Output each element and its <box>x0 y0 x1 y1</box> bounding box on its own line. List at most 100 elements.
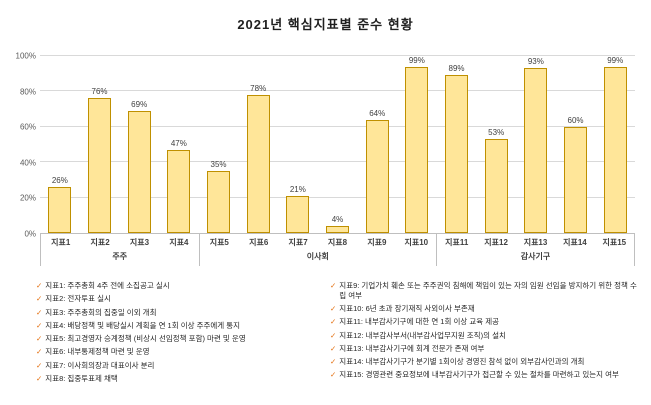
bar-value-label: 53% <box>488 128 505 138</box>
bar-value-label: 35% <box>210 160 227 170</box>
y-axis-label: 20% <box>19 193 36 203</box>
category-label: 지표3 <box>129 238 150 247</box>
category-label: 지표12 <box>484 238 508 247</box>
note-item: ✓ 지표11: 내부감사기구에 대한 연 1회 이상 교육 제공 <box>330 317 640 327</box>
note-item: ✓ 지표10: 6년 초과 장기재직 사외이사 부존재 <box>330 304 640 314</box>
note-item: ✓ 지표1: 주주총회 4주 전에 소집공고 실시 <box>36 281 320 291</box>
note-item: ✓ 지표7: 이사회의장과 대표이사 분리 <box>36 361 320 371</box>
y-axis-label: 100% <box>15 51 36 61</box>
note-text: 지표8: 집중투표제 채택 <box>45 373 118 383</box>
note-item: ✓ 지표9: 기업가치 훼손 또는 주주권익 침해에 책임이 있는 자의 임원 선… <box>330 281 640 301</box>
bar-group: 35% 78% 21% 4% 64% 99% <box>199 56 437 233</box>
bar <box>127 110 151 233</box>
bar-value-label: 89% <box>448 64 465 74</box>
bar-cell: 99% <box>595 56 635 233</box>
note-text: 지표7: 이사회의장과 대표이사 분리 <box>45 360 155 370</box>
bar-cell: 21% <box>278 56 318 233</box>
note-text: 지표5: 최고경영자 승계정책 (비상시 선임정책 포함) 마련 및 운영 <box>45 334 246 343</box>
category-label: 지표7 <box>288 238 308 247</box>
footnotes: ✓ 지표1: 주주총회 4주 전에 소집공고 실시 ✓ 지표2: 전자투표 실시 ✓ 지표… <box>36 281 640 384</box>
check-icon: ✓ <box>36 347 43 357</box>
bar <box>445 75 468 233</box>
bar <box>603 67 627 233</box>
bar <box>48 186 72 233</box>
group-label: 이사회 <box>306 252 329 261</box>
note-text: 지표11: 내부감사기구에 대한 연 1회 이상 교육 제공 <box>339 317 500 327</box>
bar-cell: 99% <box>397 56 437 233</box>
note-text: 지표13: 내부감사기구에 회계 전문가 존재 여부 <box>339 343 485 353</box>
note-item: ✓ 지표4: 배당정책 및 배당실시 계획을 연 1회 이상 주주에게 통지 <box>36 321 320 331</box>
check-icon: ✓ <box>36 360 43 370</box>
bar-cell: 26% <box>40 56 80 233</box>
check-icon: ✓ <box>330 304 337 313</box>
note-item: ✓ 지표14: 내부감사기구가 분기별 1회이상 경영진 참석 없이 외부감사인과… <box>330 357 640 367</box>
check-icon: ✓ <box>330 370 337 380</box>
note-item: ✓ 지표6: 내부통제정책 마련 및 운영 <box>36 347 320 357</box>
gridline <box>40 161 635 163</box>
note-text: 지표1: 주주총회 4주 전에 소집공고 실시 <box>45 281 170 290</box>
bar-cell: 89% <box>437 56 477 233</box>
check-icon: ✓ <box>36 373 43 383</box>
bar-value-label: 60% <box>567 115 584 125</box>
bar-cell: 60% <box>556 56 596 233</box>
gridline <box>40 90 635 92</box>
bar <box>88 98 111 233</box>
note-item: ✓ 지표5: 최고경영자 승계정책 (비상시 선임정책 포함) 마련 및 운영 <box>36 334 320 344</box>
note-item: ✓ 지표13: 내부감사기구에 회계 전문가 존재 여부 <box>330 344 640 354</box>
note-text: 지표10: 6년 초과 장기재직 사외이사 부존재 <box>339 304 475 313</box>
note-text: 지표15: 경영관련 중요정보에 내부감사기구가 접근할 수 있는 절차를 마련… <box>339 370 619 380</box>
bar <box>167 149 191 233</box>
y-axis: 0% 20% 40% 60% 80% 100% <box>4 52 36 239</box>
bar-group: 89% 53% 93% 60% 99% <box>437 56 635 233</box>
bar <box>326 225 350 233</box>
bar <box>405 67 429 233</box>
gridline <box>40 125 635 127</box>
y-axis-label: 40% <box>19 158 36 168</box>
bar-value-label: 21% <box>289 184 306 194</box>
check-icon: ✓ <box>330 330 337 340</box>
note-text: 지표3: 주주총회의 집중일 이외 개최 <box>45 307 157 317</box>
tick-row: 지표11 지표12 지표13 지표14 지표15 <box>437 234 634 250</box>
note-text: 지표9: 기업가치 훼손 또는 주주권익 침해에 책임이 있는 자의 임원 선임… <box>339 281 637 300</box>
check-icon: ✓ <box>36 281 43 290</box>
check-icon: ✓ <box>330 343 337 353</box>
bar <box>246 94 270 233</box>
category-axis: 지표1 지표2 지표3 지표4 주주 지표5 지표6 지표7 지표8 지표9 지표10 이사회 지표11… <box>40 234 635 266</box>
bar <box>564 126 588 233</box>
bar <box>207 171 230 233</box>
group-label: 주주 <box>112 252 128 261</box>
bar-cell: 35% <box>199 56 239 233</box>
bar-cell: 69% <box>119 56 159 233</box>
category-label: 지표2 <box>90 238 110 247</box>
plot-area: 26% 76% 69% 47% 35% 78% 21% 4% 64% 99% 89% 53% 93% 60… <box>40 55 635 234</box>
category-label: 지표8 <box>327 238 348 247</box>
bar-value-label: 69% <box>131 99 148 109</box>
category-label: 지표1 <box>51 238 71 247</box>
note-text: 지표14: 내부감사기구가 분기별 1회이상 경영진 참석 없이 외부감사인과의… <box>339 357 585 366</box>
category-label: 지표6 <box>249 238 269 247</box>
note-item: ✓ 지표8: 집중투표제 채택 <box>36 374 320 384</box>
bar-value-label: 78% <box>250 83 267 93</box>
check-icon: ✓ <box>36 334 43 343</box>
chart-title: 2021년 핵심지표별 준수 현황 <box>237 17 414 32</box>
bar-value-label: 64% <box>369 108 386 118</box>
bar-cell: 53% <box>476 56 516 233</box>
bar-value-label: 93% <box>527 57 544 67</box>
bar-value-label: 99% <box>408 56 425 65</box>
check-icon: ✓ <box>330 317 337 327</box>
bar-cell: 93% <box>516 56 556 233</box>
bar <box>286 195 310 233</box>
check-icon: ✓ <box>36 294 43 304</box>
note-text: 지표6: 내부통제정책 마련 및 운영 <box>45 347 150 357</box>
check-icon: ✓ <box>330 281 337 290</box>
axis-group: 지표11 지표12 지표13 지표14 지표15 감사기구 <box>437 234 635 266</box>
chart-area: 26% 76% 69% 47% 35% 78% 21% 4% 64% 99% 89% 53% 93% 60… <box>40 55 635 234</box>
notes-left: ✓ 지표1: 주주총회 4주 전에 소집공고 실시 ✓ 지표2: 전자투표 실시 ✓ 지표… <box>36 281 320 384</box>
y-axis-label: 80% <box>19 87 36 97</box>
bar <box>484 139 508 233</box>
category-label: 지표5 <box>209 238 229 247</box>
tick-row: 지표5 지표6 지표7 지표8 지표9 지표10 <box>200 234 436 250</box>
bar <box>365 119 389 233</box>
axis-group: 지표5 지표6 지표7 지표8 지표9 지표10 이사회 <box>200 234 437 266</box>
